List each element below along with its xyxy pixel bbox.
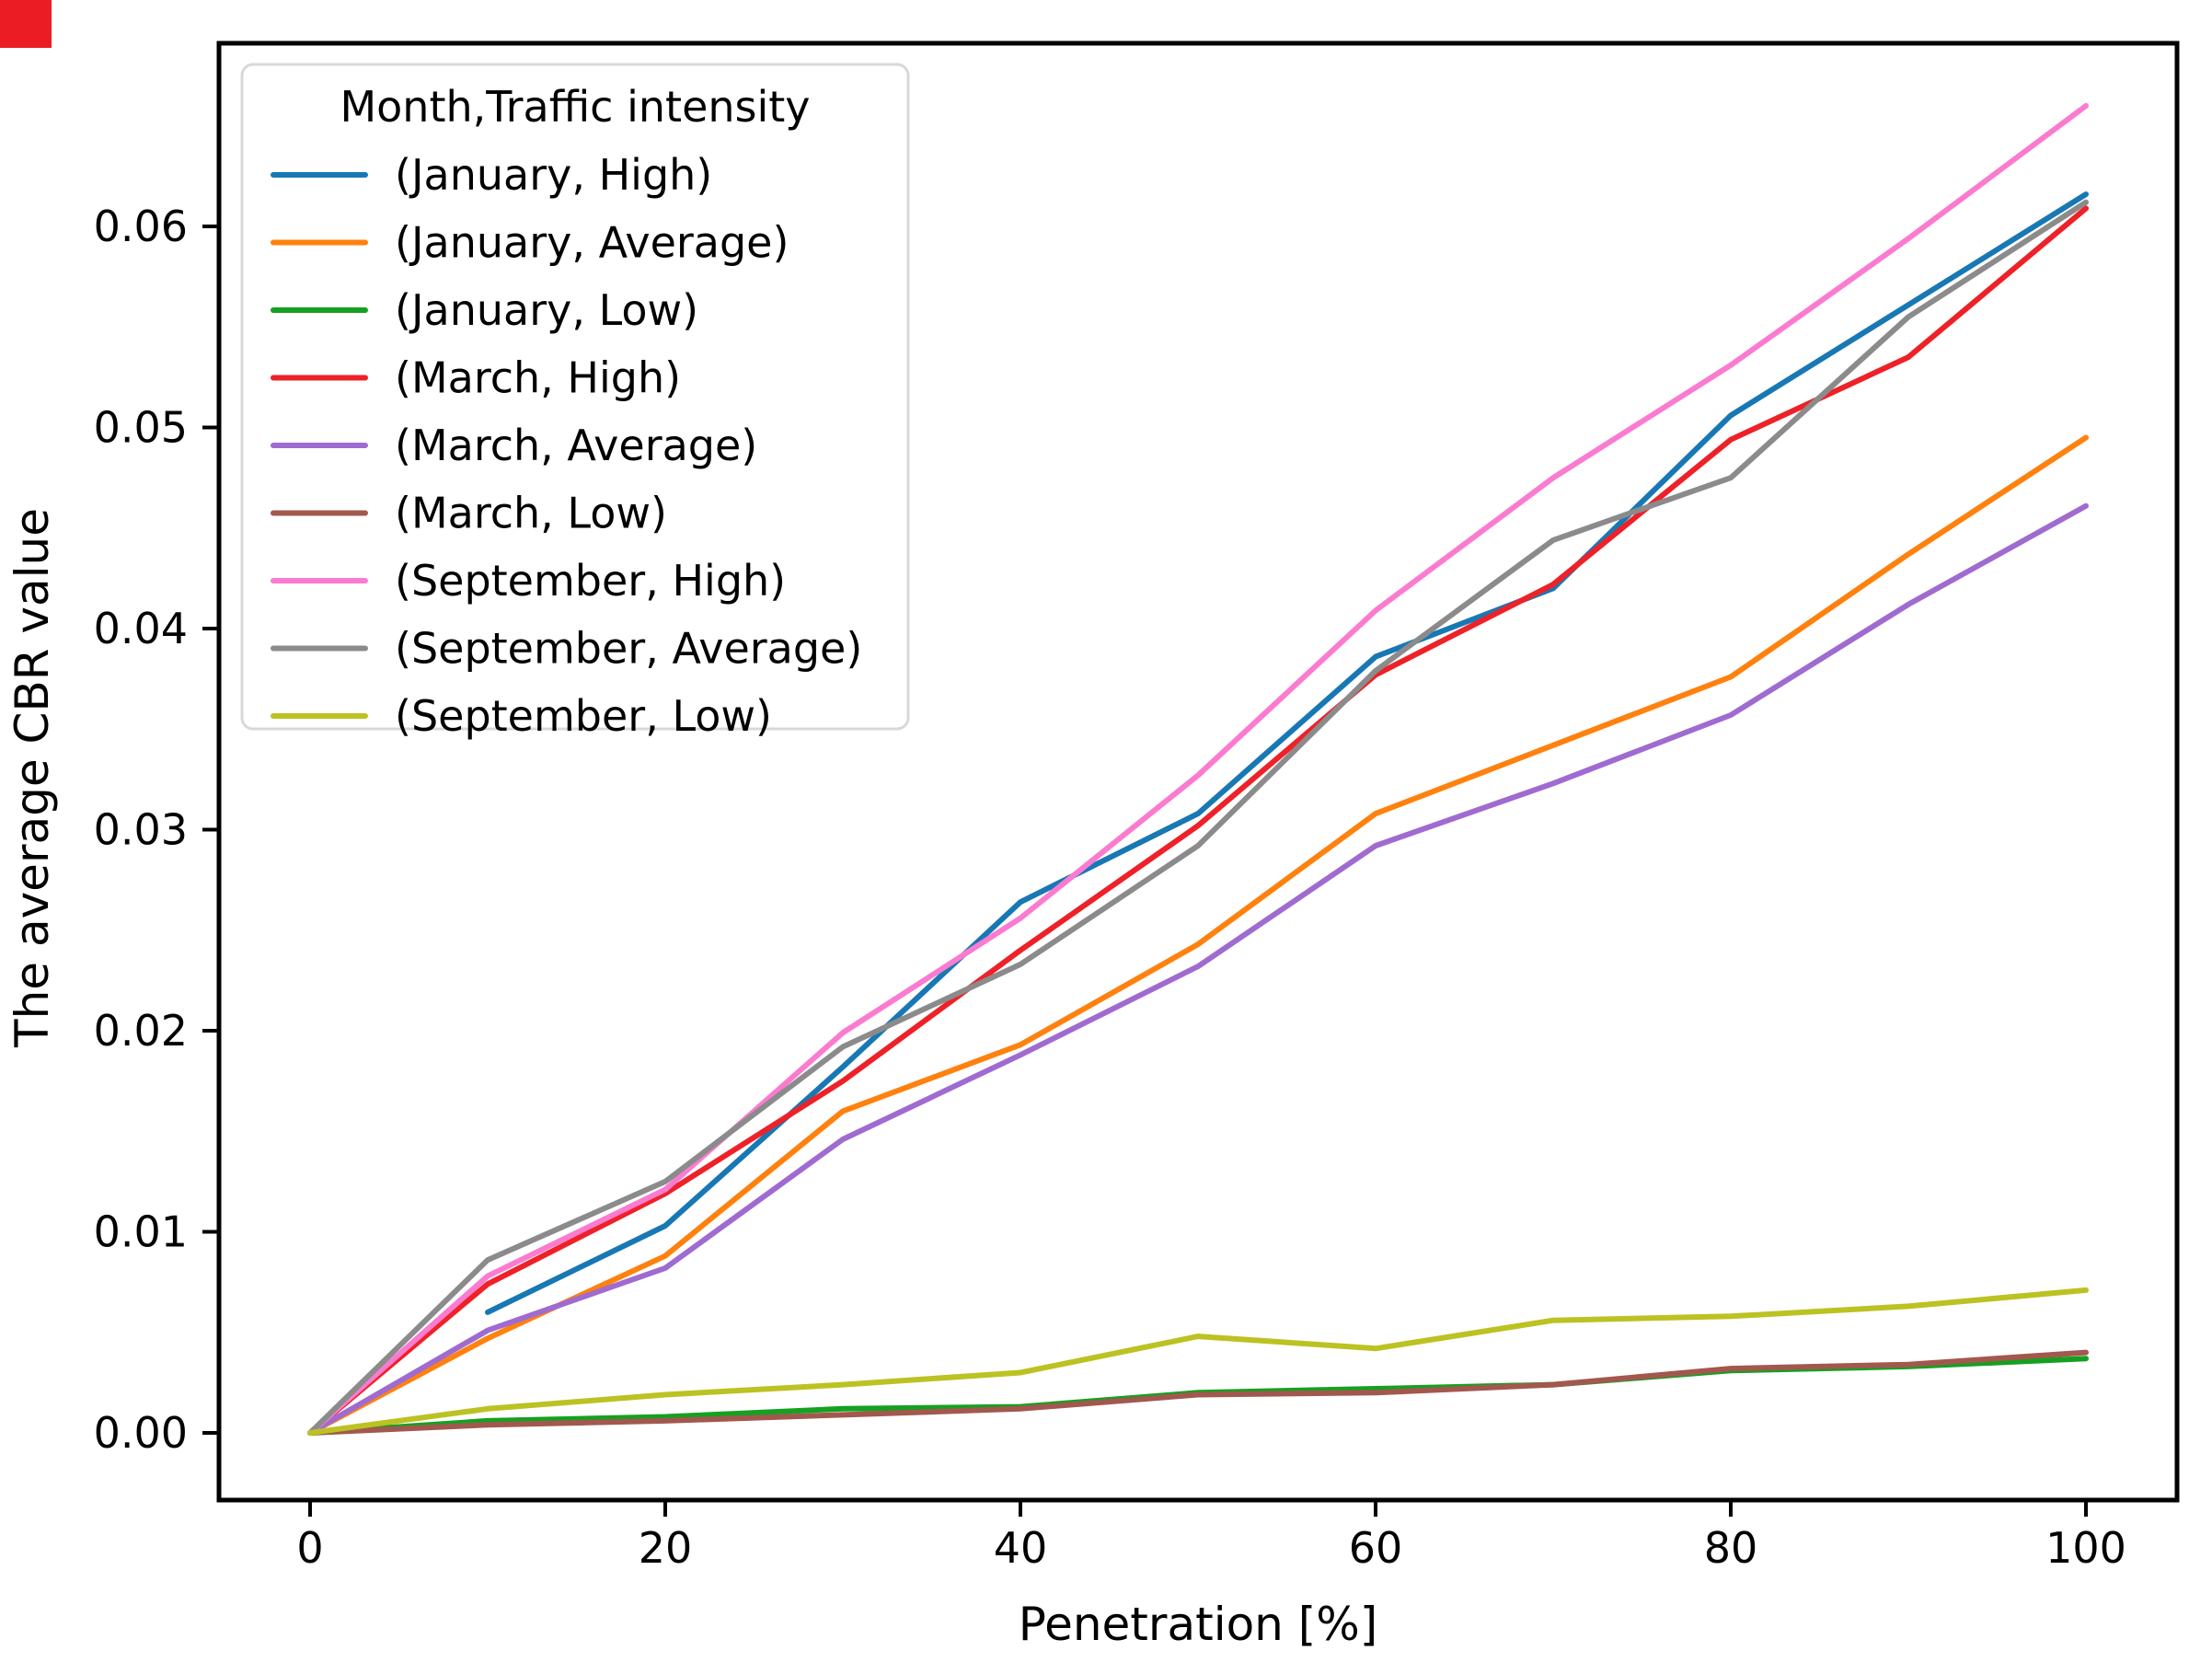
legend-item-january-high: (January, High) <box>271 150 712 200</box>
x-tick-label: 0 <box>296 1523 323 1573</box>
series-line-january-average <box>307 434 2089 1436</box>
y-tick-label: 0.05 <box>94 403 188 453</box>
series-line-september-low <box>307 1287 2089 1436</box>
legend-item-march-high: (March, High) <box>271 353 681 403</box>
x-tick-label: 60 <box>1349 1523 1403 1573</box>
x-tick-label: 80 <box>1704 1523 1758 1573</box>
y-tick-label: 0.01 <box>94 1207 188 1257</box>
legend-label: (September, Average) <box>395 624 862 674</box>
legend-label: (January, Average) <box>395 218 789 268</box>
series-line-march-average <box>307 502 2089 1436</box>
legend-item-september-average: (September, Average) <box>271 624 862 674</box>
series-line-september-high <box>307 103 2089 1436</box>
legend-title: Month,Traffic intensity <box>340 82 810 132</box>
legend-item-september-low: (September, Low) <box>271 691 772 741</box>
y-tick-label: 0.04 <box>94 604 188 653</box>
legend-label: (March, High) <box>395 353 681 403</box>
axis-ticks: 0 20 40 60 80 100 0.00 0.01 0.02 0.03 0.04 0.05 0.06 <box>94 202 2126 1573</box>
y-tick-label: 0.00 <box>94 1408 188 1458</box>
series-line-september-average <box>307 199 2089 1436</box>
legend-label: (March, Low) <box>395 489 667 538</box>
data-series <box>307 103 2089 1436</box>
x-tick-label: 40 <box>994 1523 1048 1573</box>
y-tick-label: 0.02 <box>94 1006 188 1056</box>
x-tick-label: 100 <box>2045 1523 2126 1573</box>
legend-item-march-low: (March, Low) <box>271 489 667 538</box>
legend-label: (September, Low) <box>395 691 772 741</box>
y-tick-label: 0.03 <box>94 805 188 855</box>
legend-item-january-low: (January, Low) <box>271 285 698 335</box>
legend-label: (January, High) <box>395 150 712 200</box>
series-line-march-low <box>307 1349 2089 1436</box>
legend: Month,Traffic intensity (January, High) (J… <box>240 63 910 741</box>
legend-item-september-high: (September, High) <box>271 556 786 606</box>
x-tick-label: 20 <box>639 1523 693 1573</box>
legend-item-march-average: (March, Average) <box>271 421 757 470</box>
legend-item-january-average: (January, Average) <box>271 218 789 268</box>
legend-label: (September, High) <box>395 556 786 606</box>
plot-area-frame <box>216 40 2180 1503</box>
y-tick-label: 0.06 <box>94 202 188 251</box>
series-line-march-high <box>307 205 2089 1436</box>
corner-red-marker <box>0 0 52 48</box>
legend-box <box>240 63 910 731</box>
legend-label: (March, Average) <box>395 421 757 470</box>
series-line-january-high <box>485 191 2089 1315</box>
y-axis-title: The average CBR value <box>6 508 59 1048</box>
x-axis-title: Penetration [%] <box>1019 1598 1378 1651</box>
legend-label: (January, Low) <box>395 285 698 335</box>
